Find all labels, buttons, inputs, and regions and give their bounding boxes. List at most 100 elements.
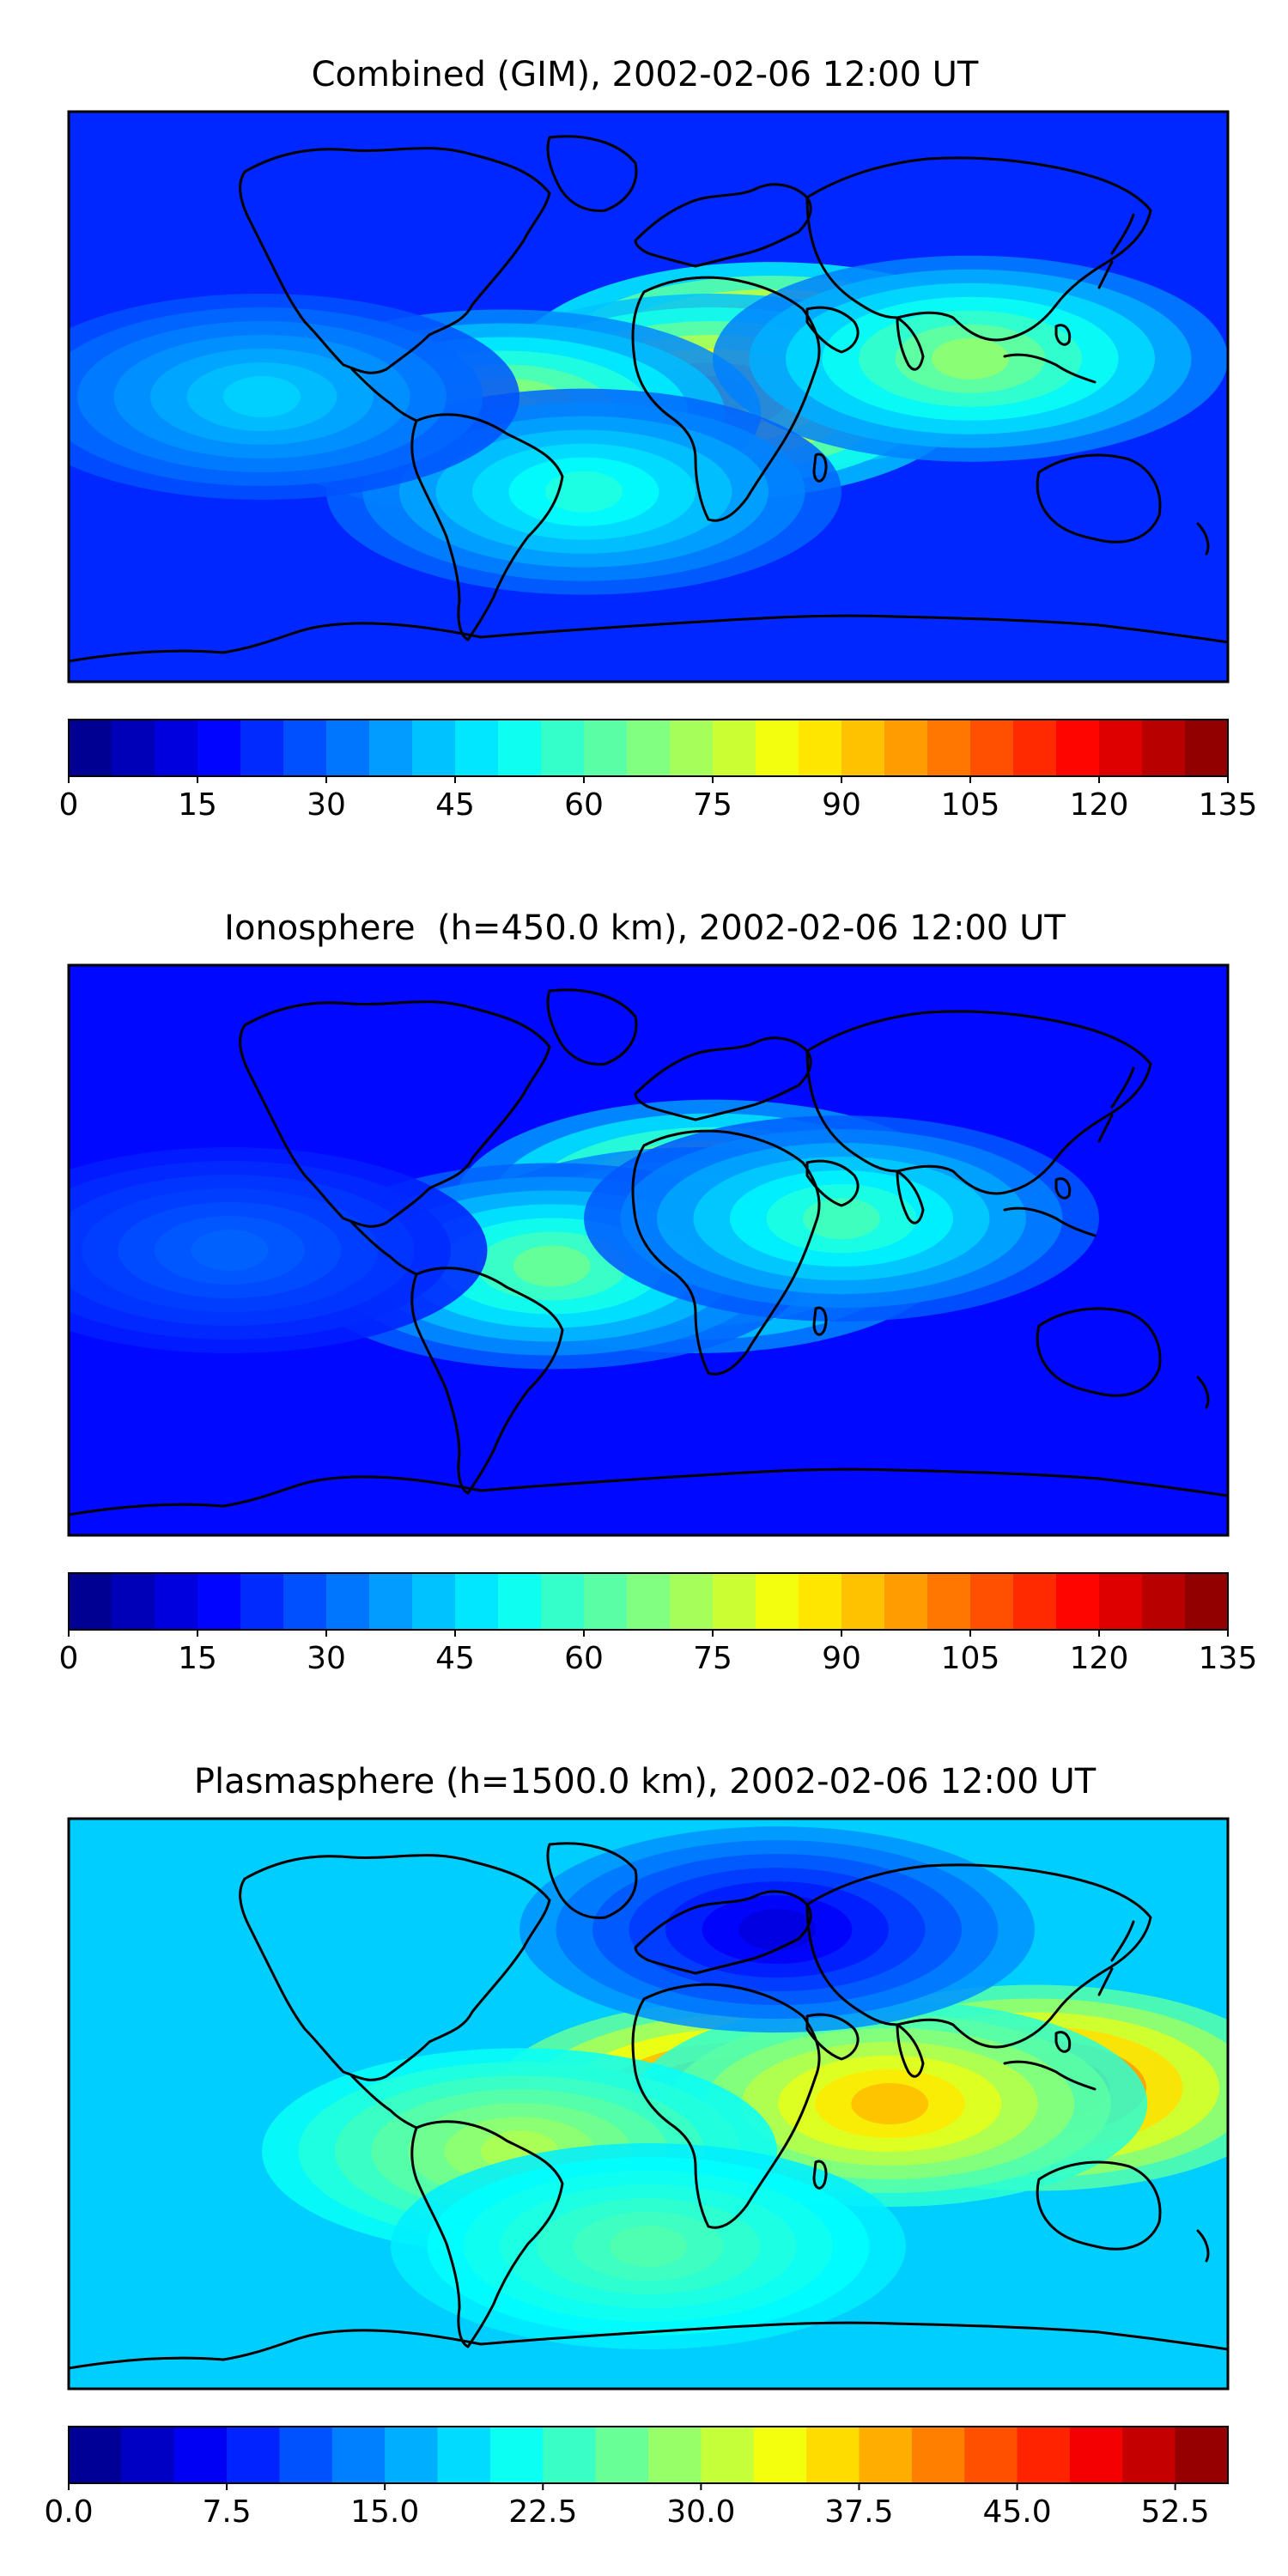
colorbar-cell-ionosphere-4 xyxy=(240,1573,284,1630)
colorbar-cell-ionosphere-15 xyxy=(713,1573,756,1630)
colorbar-cell-plasmasphere-19 xyxy=(1069,2427,1123,2483)
colorbar-tick-label-ionosphere-4: 60 xyxy=(564,1641,604,1676)
panel-plasmasphere: Plasmasphere (h=1500.0 km), 2002-02-06 1… xyxy=(44,1762,1230,2530)
colorbar-tick-label-ionosphere-7: 105 xyxy=(941,1641,1000,1676)
colorbar-cell-combined-5 xyxy=(283,720,327,776)
map-heatmap-ionosphere xyxy=(67,963,1230,1537)
colorbar-cell-combined-17 xyxy=(799,720,842,776)
colorbar-tick-label-plasmasphere-0: 0.0 xyxy=(44,2494,93,2530)
colorbar-cell-ionosphere-17 xyxy=(799,1573,842,1630)
colorbar-cell-combined-3 xyxy=(197,720,241,776)
colorbar-tick-label-combined-6: 90 xyxy=(822,787,861,823)
colorbar-cell-plasmasphere-18 xyxy=(1017,2427,1071,2483)
colorbar-cell-plasmasphere-10 xyxy=(595,2427,649,2483)
colorbar-cell-plasmasphere-17 xyxy=(964,2427,1018,2483)
colorbar-tick-label-ionosphere-6: 90 xyxy=(822,1641,861,1676)
map-frame-combined xyxy=(67,110,1230,683)
colorbar-cell-plasmasphere-9 xyxy=(543,2427,597,2483)
colorbar-tick-label-plasmasphere-1: 7.5 xyxy=(202,2494,251,2530)
colorbar-plasmasphere: 0.0 7.5 15.0 22.5 30.0 37.5 45.0 52.5 xyxy=(44,2426,1229,2530)
chart-title-combined: Combined (GIM), 2002-02-06 12:00 UT xyxy=(312,55,979,94)
chart-title-ionosphere: Ionosphere (h=450.0 km), 2002-02-06 12:0… xyxy=(224,908,1066,948)
colorbar-cell-ionosphere-19 xyxy=(884,1573,928,1630)
colorbar-cell-combined-18 xyxy=(841,720,885,776)
colorbar-tick-label-plasmasphere-5: 37.5 xyxy=(824,2494,893,2530)
heatmap-contour-ionosphere-4-6 xyxy=(191,1230,269,1271)
colorbar-tick-label-plasmasphere-7: 52.5 xyxy=(1141,2494,1210,2530)
heatmap-contour-plasmasphere-5-6 xyxy=(738,1909,816,1951)
colorbar-cell-ionosphere-5 xyxy=(283,1573,327,1630)
colorbar-tick-label-combined-7: 105 xyxy=(941,787,1000,823)
colorbar-cell-ionosphere-14 xyxy=(670,1573,714,1630)
colorbar-cell-combined-7 xyxy=(369,720,413,776)
colorbar-cell-plasmasphere-0 xyxy=(69,2427,122,2483)
colorbar-cell-ionosphere-8 xyxy=(412,1573,456,1630)
colorbar-cell-ionosphere-16 xyxy=(756,1573,799,1630)
colorbar-tick-label-ionosphere-8: 120 xyxy=(1070,1641,1129,1676)
colorbar-cell-plasmasphere-5 xyxy=(331,2427,386,2483)
colorbar-cell-combined-9 xyxy=(455,720,499,776)
colorbar-tick-label-plasmasphere-3: 22.5 xyxy=(508,2494,577,2530)
colorbar-frame-plasmasphere xyxy=(68,2426,1229,2484)
panel-combined: Combined (GIM), 2002-02-06 12:00 UT 0 15 3… xyxy=(59,55,1258,823)
colorbar-tick-label-combined-9: 135 xyxy=(1199,787,1258,823)
colorbar-cell-ionosphere-11 xyxy=(541,1573,585,1630)
colorbar-cell-ionosphere-6 xyxy=(326,1573,370,1630)
colorbar-cell-plasmasphere-20 xyxy=(1122,2427,1176,2483)
colorbar-tick-label-combined-8: 120 xyxy=(1070,787,1129,823)
colorbar-tick-label-combined-0: 0 xyxy=(59,787,79,823)
colorbar-cell-plasmasphere-13 xyxy=(753,2427,807,2483)
colorbar-cell-combined-2 xyxy=(155,720,198,776)
colorbar-cell-plasmasphere-15 xyxy=(859,2427,913,2483)
colorbar-tick-label-plasmasphere-6: 45.0 xyxy=(982,2494,1051,2530)
map-heatmap-plasmasphere xyxy=(67,1817,1230,2391)
heatmap-contour-combined-5-6 xyxy=(223,376,301,417)
colorbar-tick-label-ionosphere-5: 75 xyxy=(693,1641,732,1676)
colorbar-tick-label-plasmasphere-2: 15.0 xyxy=(350,2494,419,2530)
colorbar-cell-combined-24 xyxy=(1099,720,1143,776)
colorbar-ionosphere: 0 15 30 45 60 75 90 105 120 135 xyxy=(59,1572,1257,1676)
colorbar-cell-plasmasphere-8 xyxy=(489,2427,544,2483)
colorbar-cell-ionosphere-22 xyxy=(1013,1573,1057,1630)
colorbar-cell-ionosphere-3 xyxy=(197,1573,241,1630)
colorbar-tick-label-combined-2: 30 xyxy=(307,787,346,823)
colorbar-cell-combined-25 xyxy=(1142,720,1186,776)
colorbar-tick-label-ionosphere-3: 45 xyxy=(435,1641,475,1676)
colorbar-cell-combined-8 xyxy=(412,720,456,776)
heatmap-contour-ionosphere-3-6 xyxy=(803,1198,880,1240)
colorbar-tick-label-combined-3: 45 xyxy=(435,787,475,823)
map-frame-plasmasphere xyxy=(67,1817,1230,2391)
panel-ionosphere: Ionosphere (h=450.0 km), 2002-02-06 12:0… xyxy=(59,908,1258,1676)
colorbar-cell-plasmasphere-2 xyxy=(173,2427,228,2483)
colorbar-cell-ionosphere-25 xyxy=(1142,1573,1186,1630)
colorbar-tick-label-ionosphere-1: 15 xyxy=(178,1641,217,1676)
colorbar-cell-combined-6 xyxy=(326,720,370,776)
colorbar-cell-combined-4 xyxy=(240,720,284,776)
colorbar-cell-combined-23 xyxy=(1056,720,1100,776)
chart-title-plasmasphere: Plasmasphere (h=1500.0 km), 2002-02-06 1… xyxy=(194,1762,1097,1801)
colorbar-combined: 0 15 30 45 60 75 90 105 120 135 xyxy=(59,719,1258,823)
colorbar-cell-combined-15 xyxy=(713,720,756,776)
colorbar-cell-ionosphere-24 xyxy=(1099,1573,1143,1630)
colorbar-cell-ionosphere-23 xyxy=(1056,1573,1100,1630)
colorbar-cell-plasmasphere-12 xyxy=(701,2427,755,2483)
colorbar-cell-plasmasphere-6 xyxy=(385,2427,439,2483)
colorbar-tick-label-combined-5: 75 xyxy=(693,787,732,823)
colorbar-cell-plasmasphere-16 xyxy=(911,2427,965,2483)
colorbar-cell-ionosphere-0 xyxy=(69,1573,112,1630)
colorbar-cell-ionosphere-2 xyxy=(155,1573,198,1630)
colorbar-cell-plasmasphere-3 xyxy=(227,2427,281,2483)
colorbar-cell-combined-22 xyxy=(1013,720,1057,776)
colorbar-cell-ionosphere-7 xyxy=(369,1573,413,1630)
colorbar-cell-combined-1 xyxy=(112,720,155,776)
colorbar-cell-ionosphere-1 xyxy=(112,1573,155,1630)
colorbar-cell-ionosphere-26 xyxy=(1185,1573,1229,1630)
colorbar-cell-combined-16 xyxy=(756,720,799,776)
colorbar-cell-combined-19 xyxy=(884,720,928,776)
colorbar-cell-ionosphere-10 xyxy=(498,1573,542,1630)
colorbar-cell-plasmasphere-7 xyxy=(437,2427,491,2483)
heatmap-field-combined xyxy=(69,112,1228,682)
colorbar-cell-combined-0 xyxy=(69,720,112,776)
colorbar-frame-ionosphere xyxy=(68,1572,1229,1631)
